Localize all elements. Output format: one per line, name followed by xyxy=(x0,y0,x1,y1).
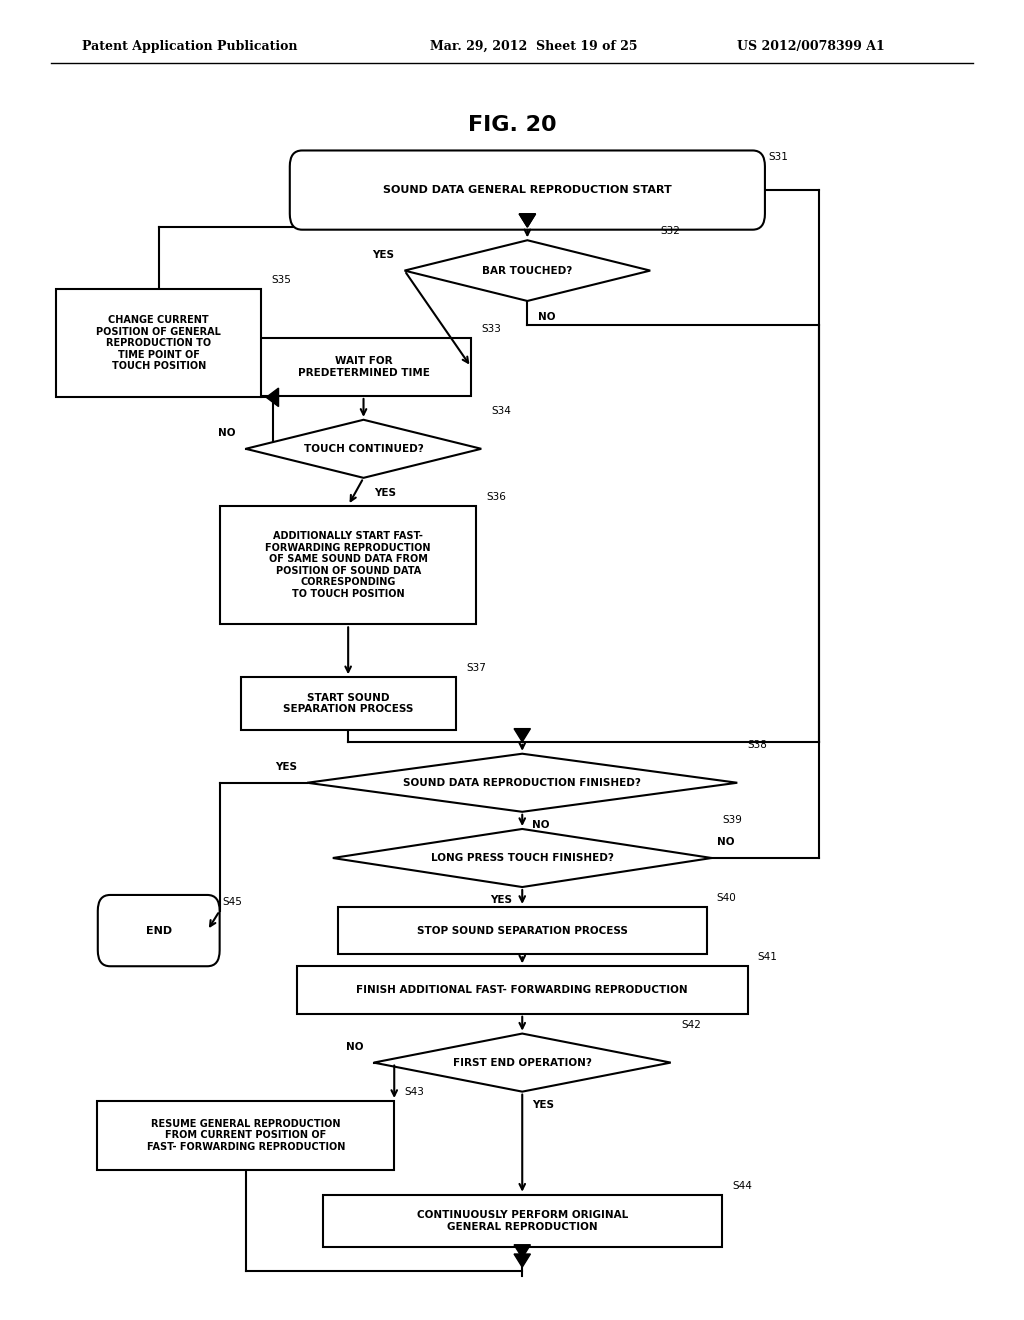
Polygon shape xyxy=(404,240,650,301)
Bar xyxy=(56,289,261,397)
Text: YES: YES xyxy=(373,249,394,260)
Polygon shape xyxy=(514,1254,530,1267)
Polygon shape xyxy=(519,214,536,227)
Text: S43: S43 xyxy=(404,1086,424,1097)
Text: RESUME GENERAL REPRODUCTION
FROM CURRENT POSITION OF
FAST- FORWARDING REPRODUCTI: RESUME GENERAL REPRODUCTION FROM CURRENT… xyxy=(146,1118,345,1152)
FancyBboxPatch shape xyxy=(290,150,765,230)
Text: TOUCH CONTINUED?: TOUCH CONTINUED? xyxy=(304,444,423,454)
Bar xyxy=(297,966,748,1014)
Text: US 2012/0078399 A1: US 2012/0078399 A1 xyxy=(737,40,885,53)
Bar xyxy=(256,338,471,396)
Text: YES: YES xyxy=(490,895,512,906)
Text: NO: NO xyxy=(532,820,550,830)
Text: S33: S33 xyxy=(481,323,501,334)
Text: S41: S41 xyxy=(758,952,777,962)
Text: CONTINUOUSLY PERFORM ORIGINAL
GENERAL REPRODUCTION: CONTINUOUSLY PERFORM ORIGINAL GENERAL RE… xyxy=(417,1210,628,1232)
Text: NO: NO xyxy=(717,837,734,847)
Text: NO: NO xyxy=(218,428,236,438)
Text: START SOUND
SEPARATION PROCESS: START SOUND SEPARATION PROCESS xyxy=(283,693,414,714)
Text: S44: S44 xyxy=(732,1180,752,1191)
Text: FIRST END OPERATION?: FIRST END OPERATION? xyxy=(453,1057,592,1068)
Bar xyxy=(220,506,476,624)
Bar xyxy=(323,1195,722,1247)
Polygon shape xyxy=(374,1034,671,1092)
Text: S42: S42 xyxy=(681,1019,700,1030)
Polygon shape xyxy=(514,729,530,742)
Polygon shape xyxy=(333,829,712,887)
Text: SOUND DATA GENERAL REPRODUCTION START: SOUND DATA GENERAL REPRODUCTION START xyxy=(383,185,672,195)
Text: YES: YES xyxy=(275,762,297,772)
Text: FIG. 20: FIG. 20 xyxy=(468,115,556,136)
Text: S40: S40 xyxy=(717,892,736,903)
Bar xyxy=(97,1101,394,1170)
Text: END: END xyxy=(145,925,172,936)
Polygon shape xyxy=(266,388,279,407)
Text: NO: NO xyxy=(538,312,555,322)
Polygon shape xyxy=(246,420,481,478)
Text: LONG PRESS TOUCH FINISHED?: LONG PRESS TOUCH FINISHED? xyxy=(431,853,613,863)
Text: S35: S35 xyxy=(271,275,291,285)
Text: Patent Application Publication: Patent Application Publication xyxy=(82,40,297,53)
Polygon shape xyxy=(519,214,536,227)
Text: S45: S45 xyxy=(223,896,243,907)
Text: S38: S38 xyxy=(748,739,767,750)
Polygon shape xyxy=(514,1245,530,1258)
FancyBboxPatch shape xyxy=(98,895,219,966)
Text: S32: S32 xyxy=(660,226,680,236)
Text: NO: NO xyxy=(346,1041,364,1052)
Text: FINISH ADDITIONAL FAST- FORWARDING REPRODUCTION: FINISH ADDITIONAL FAST- FORWARDING REPRO… xyxy=(356,985,688,995)
Text: S37: S37 xyxy=(466,663,485,673)
Text: S39: S39 xyxy=(722,814,741,825)
Text: S36: S36 xyxy=(486,491,506,502)
Bar xyxy=(338,907,707,954)
Polygon shape xyxy=(307,754,737,812)
Text: YES: YES xyxy=(532,1100,554,1110)
Text: Mar. 29, 2012  Sheet 19 of 25: Mar. 29, 2012 Sheet 19 of 25 xyxy=(430,40,638,53)
Text: STOP SOUND SEPARATION PROCESS: STOP SOUND SEPARATION PROCESS xyxy=(417,925,628,936)
Text: WAIT FOR
PREDETERMINED TIME: WAIT FOR PREDETERMINED TIME xyxy=(298,356,429,378)
Text: BAR TOUCHED?: BAR TOUCHED? xyxy=(482,265,572,276)
Text: S34: S34 xyxy=(492,405,511,416)
Bar xyxy=(241,677,456,730)
Text: SOUND DATA REPRODUCTION FINISHED?: SOUND DATA REPRODUCTION FINISHED? xyxy=(403,777,641,788)
Text: CHANGE CURRENT
POSITION OF GENERAL
REPRODUCTION TO
TIME POINT OF
TOUCH POSITION: CHANGE CURRENT POSITION OF GENERAL REPRO… xyxy=(96,315,221,371)
Text: ADDITIONALLY START FAST-
FORWARDING REPRODUCTION
OF SAME SOUND DATA FROM
POSITIO: ADDITIONALLY START FAST- FORWARDING REPR… xyxy=(265,531,431,599)
Text: S31: S31 xyxy=(768,152,787,162)
Text: YES: YES xyxy=(374,488,395,499)
